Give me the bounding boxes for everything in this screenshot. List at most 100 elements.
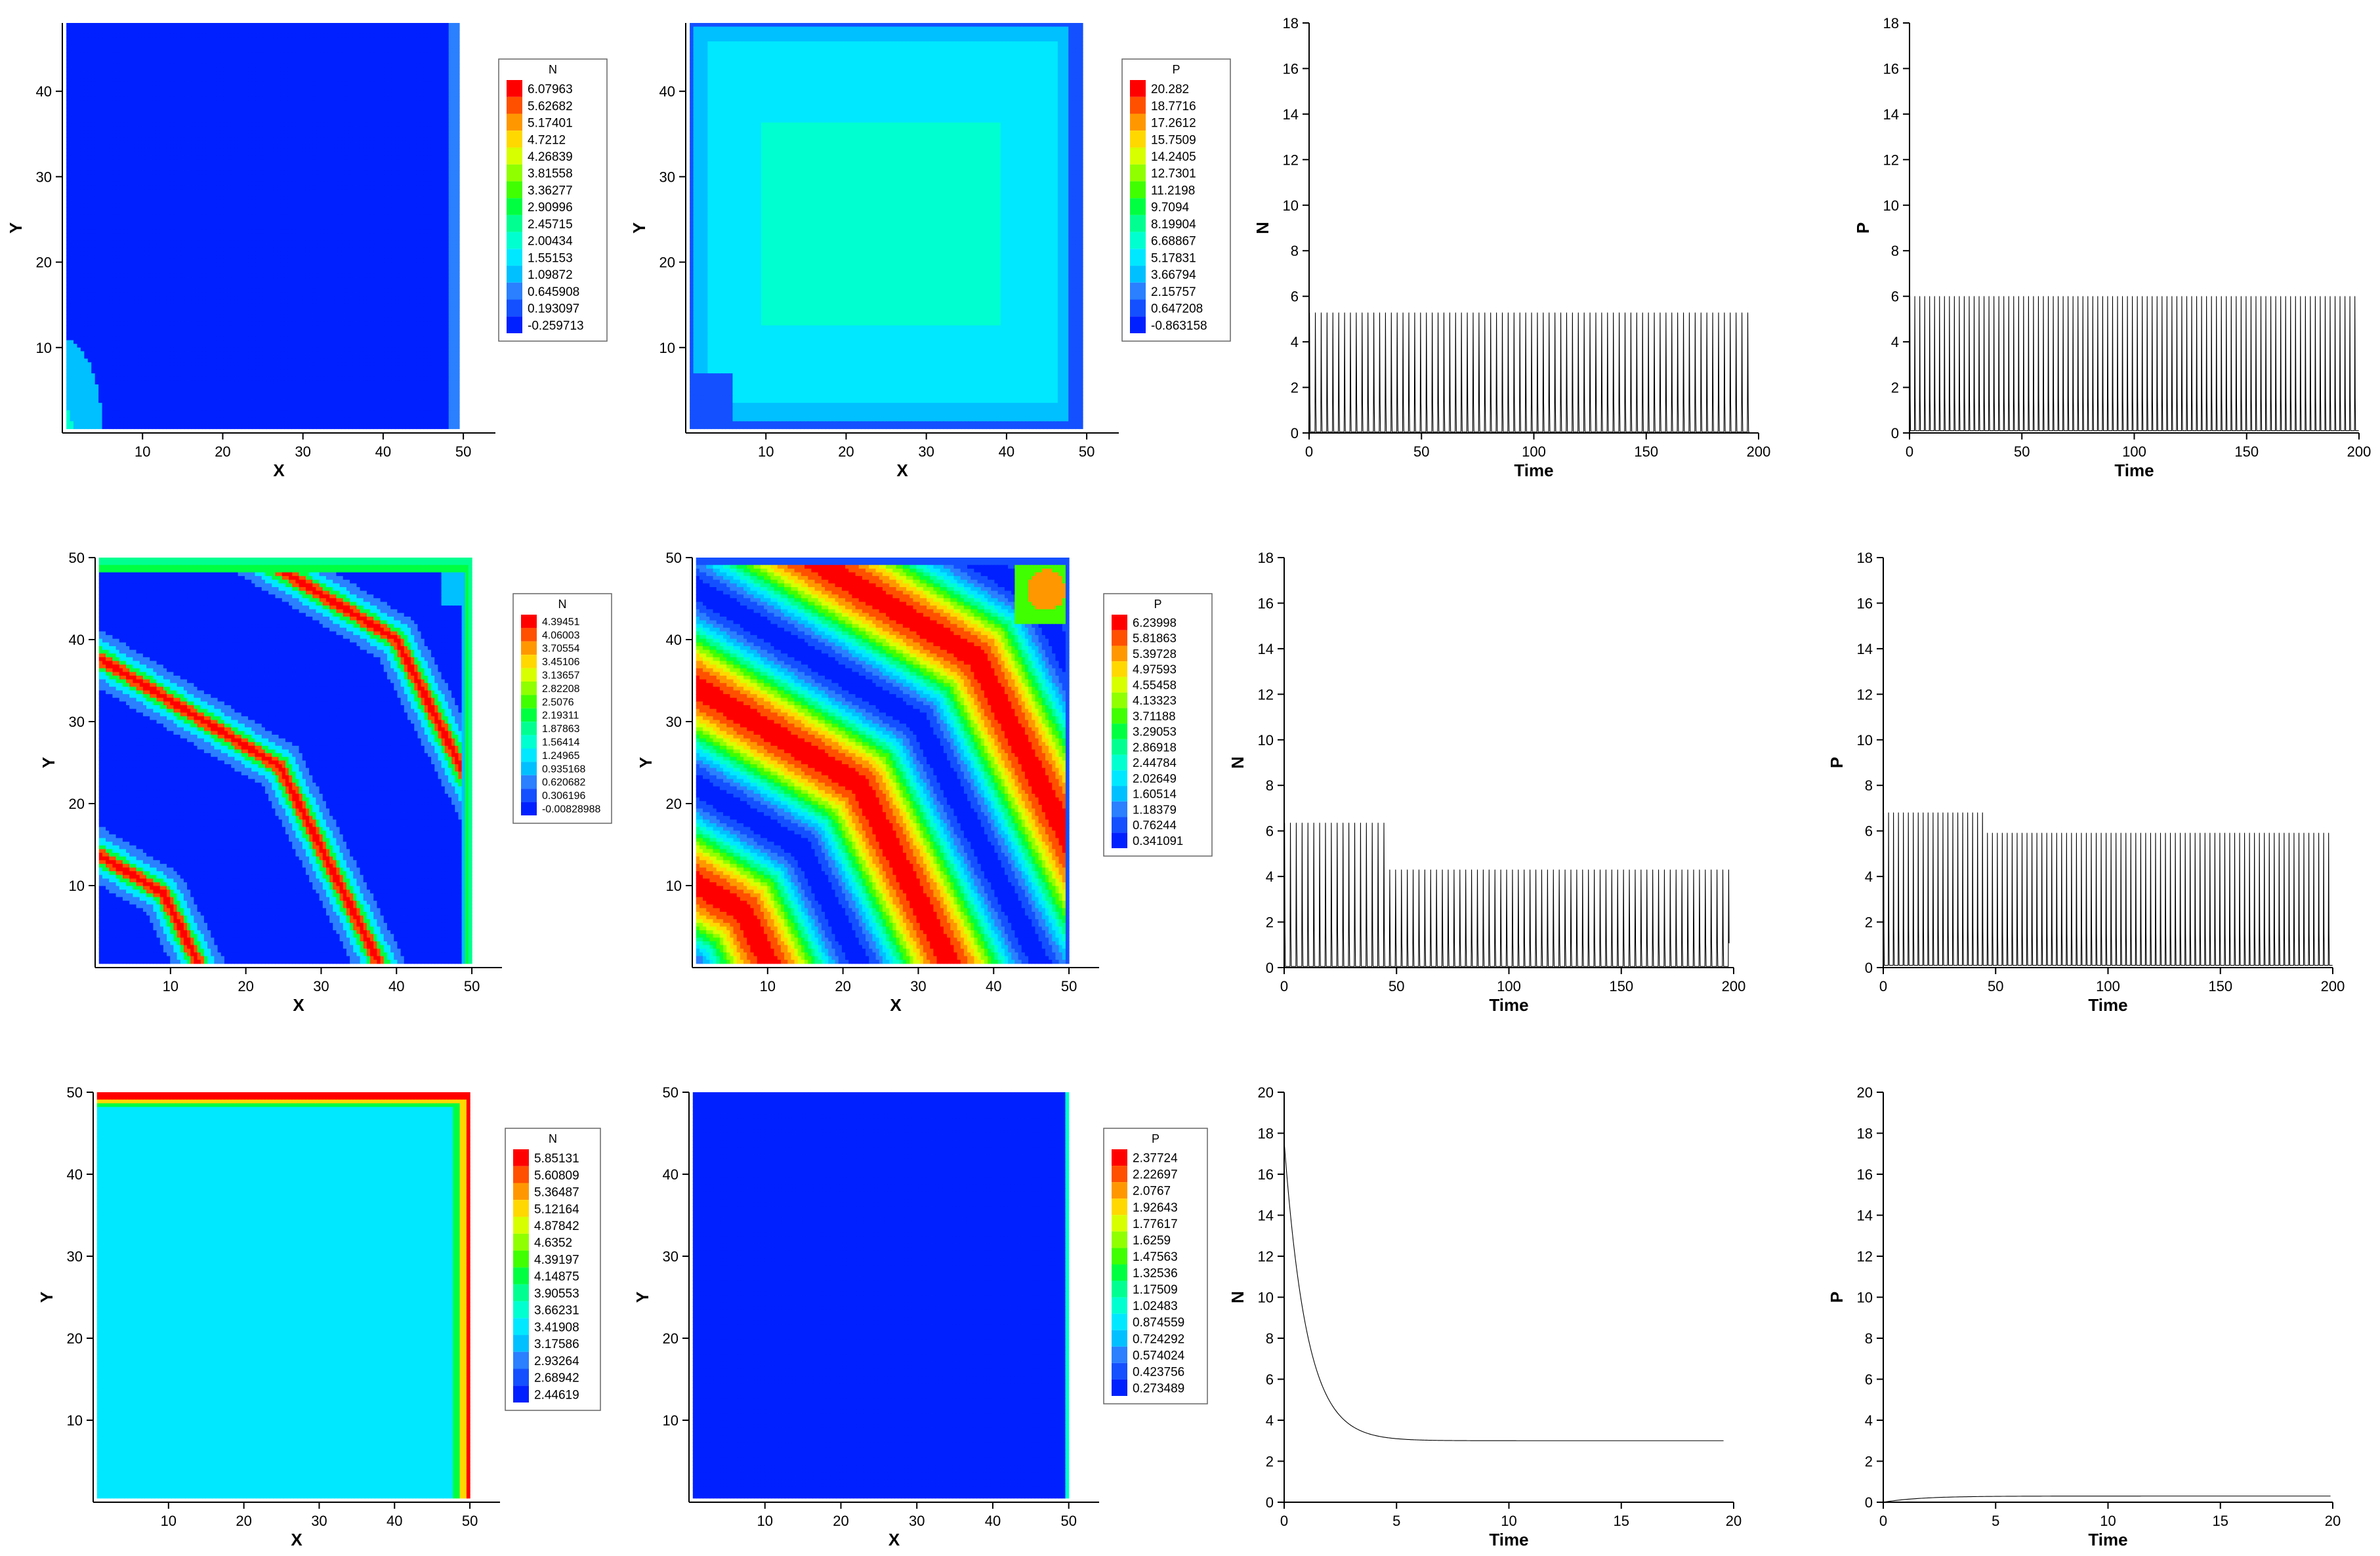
contour-cell <box>395 27 399 31</box>
contour-cell <box>102 27 106 31</box>
contour-cell <box>205 27 209 31</box>
contour-cell <box>138 30 142 34</box>
contour-cell <box>324 23 327 27</box>
contour-cell <box>209 37 213 41</box>
contour-cell <box>159 23 163 27</box>
contour-cell <box>381 23 385 27</box>
contour-cell <box>338 23 342 27</box>
contour-cell <box>199 23 203 27</box>
contour-cell <box>167 23 171 27</box>
contour-cell <box>406 30 409 34</box>
contour-cell <box>388 23 392 27</box>
contour-cell <box>184 27 188 31</box>
contour-cell <box>338 30 342 34</box>
contour-cell <box>327 37 331 41</box>
contour-cell <box>159 27 163 31</box>
contour-cell <box>291 34 295 38</box>
contour-cell <box>402 37 406 41</box>
contour-cell <box>302 27 306 31</box>
contour-cell <box>409 34 413 38</box>
contour-cell <box>73 30 77 34</box>
contour-cell <box>284 27 288 31</box>
contour-cell <box>180 37 184 41</box>
contour-cell <box>95 23 99 27</box>
contour-cell <box>224 23 228 27</box>
contour-cell <box>392 23 396 27</box>
contour-cell <box>281 37 285 41</box>
contour-cell <box>98 30 102 34</box>
contour-cell <box>159 34 163 38</box>
contour-cell <box>252 37 256 41</box>
contour-cell <box>98 27 102 31</box>
contour-cell <box>77 34 81 38</box>
contour-cell <box>291 37 295 41</box>
contour-cell <box>263 30 267 34</box>
contour-cell <box>363 27 367 31</box>
contour-cell <box>370 23 374 27</box>
contour-cell <box>77 37 81 41</box>
contour-cell <box>452 34 456 38</box>
contour-cell <box>449 23 453 27</box>
contour-cell <box>259 34 263 38</box>
contour-cell <box>334 34 338 38</box>
contour-cell <box>402 30 406 34</box>
contour-cell <box>338 27 342 31</box>
contour-cell <box>170 27 174 31</box>
contour-cell <box>241 37 245 41</box>
contour-cell <box>138 23 142 27</box>
contour-cell <box>388 30 392 34</box>
contour-cell <box>123 37 127 41</box>
contour-cell <box>81 34 85 38</box>
contour-cell <box>320 34 324 38</box>
contour-cell <box>274 30 278 34</box>
contour-cell <box>205 23 209 27</box>
contour-cell <box>434 27 438 31</box>
contour-cell <box>348 30 352 34</box>
contour-cell <box>366 30 370 34</box>
contour-cell <box>113 27 117 31</box>
contour-cell <box>366 37 370 41</box>
contour-cell <box>306 34 310 38</box>
contour-cell <box>145 30 149 34</box>
contour-cell <box>281 30 285 34</box>
contour-cell <box>145 34 149 38</box>
contour-cell <box>274 34 278 38</box>
contour-cell <box>409 30 413 34</box>
contour-cell <box>274 23 278 27</box>
contour-cell <box>106 34 110 38</box>
contour-cell <box>127 37 131 41</box>
contour-cell <box>288 37 292 41</box>
contour-cell <box>116 34 120 38</box>
contour-cell <box>220 34 224 38</box>
contour-cell <box>299 30 303 34</box>
contour-cell <box>281 34 285 38</box>
contour-cell <box>163 23 167 27</box>
contour-cell <box>252 34 256 38</box>
contour-cell <box>66 27 70 31</box>
contour-cell <box>231 23 235 27</box>
contour-cell <box>152 30 156 34</box>
contour-cell <box>120 30 124 34</box>
contour-cell <box>241 30 245 34</box>
contour-cell <box>238 30 241 34</box>
contour-cell <box>413 23 417 27</box>
contour-cell <box>324 27 327 31</box>
contour-cell <box>306 27 310 31</box>
contour-cell <box>77 27 81 31</box>
contour-cell <box>434 23 438 27</box>
contour-cell <box>385 27 388 31</box>
contour-cell <box>102 37 106 41</box>
contour-cell <box>116 37 120 41</box>
contour-cell <box>302 37 306 41</box>
contour-cell <box>427 27 431 31</box>
contour-cell <box>281 23 285 27</box>
contour-cell <box>352 37 356 41</box>
contour-cell <box>442 34 446 38</box>
contour-cell <box>245 30 249 34</box>
contour-cell <box>309 34 313 38</box>
contour-cell <box>252 30 256 34</box>
contour-cell <box>456 34 460 38</box>
contour-cell <box>245 34 249 38</box>
contour-cell <box>241 27 245 31</box>
contour-cell <box>417 34 421 38</box>
